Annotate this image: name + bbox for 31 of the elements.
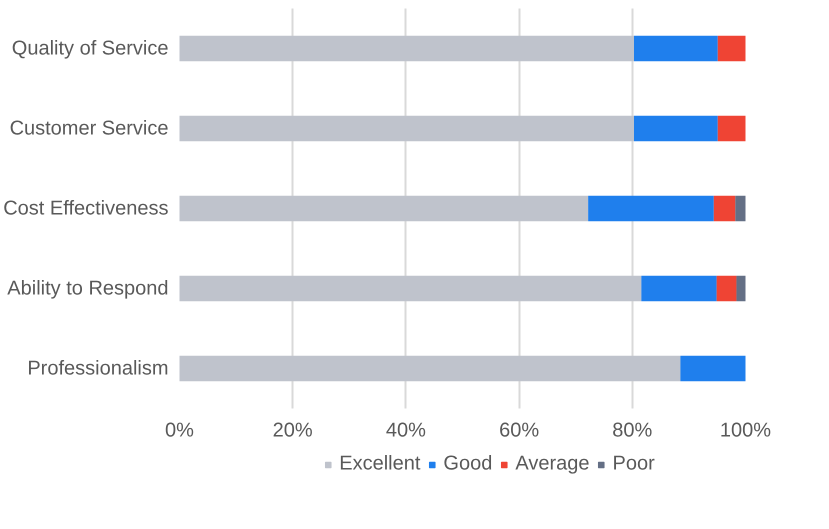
x-tick-label: 100% [720,420,772,442]
bar [641,276,717,302]
bar [634,36,718,62]
bar [736,276,746,302]
bar [680,356,746,382]
bar [180,116,634,142]
bar [718,116,746,142]
x-tick-label: 0% [165,420,194,442]
x-tick-label: 40% [386,420,426,442]
legend-label: Excellent [339,452,420,476]
bar [180,356,680,382]
y-tick-label: Ability to Respond [7,278,168,300]
bar [634,116,718,142]
legend-label: Good [443,452,492,476]
bar [180,276,642,302]
bar [588,196,714,222]
x-tick-label: 60% [499,420,540,442]
y-tick-label: Customer Service [10,118,168,140]
bar [180,36,634,62]
bar [718,36,746,62]
bar [716,276,736,302]
bar [735,196,746,222]
y-tick-label: Cost Effectiveness [3,198,168,220]
y-tick-label: Professionalism [27,358,169,380]
bar [180,196,588,222]
legend-label: Poor [612,452,655,476]
x-tick-label: 80% [612,420,653,442]
legend-label: Average [515,452,590,476]
x-tick-label: 20% [272,420,313,442]
bar [714,196,736,222]
y-tick-label: Quality of Service [12,38,169,60]
